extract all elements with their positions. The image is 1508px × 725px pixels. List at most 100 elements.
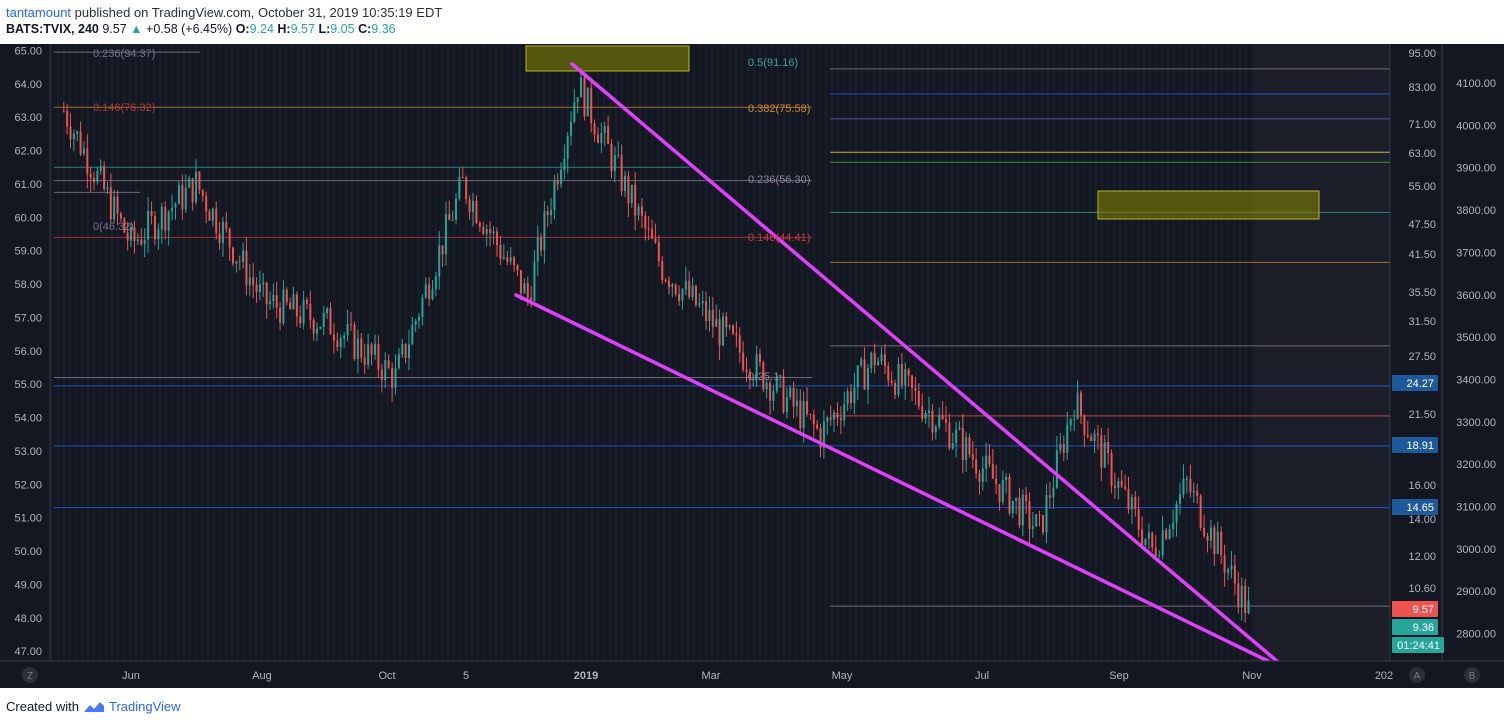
- candle-body: [89, 173, 92, 178]
- candle-body: [1158, 555, 1161, 557]
- far-right-axis-tick-label: 2800.00: [1456, 629, 1496, 641]
- candle-body: [391, 367, 394, 388]
- candle-body: [846, 391, 849, 405]
- price-chart[interactable]: 0.236(94.37) 0.146(76.32) 0(46.32) 0.5(91.1…: [0, 0, 1508, 692]
- candle-body: [779, 375, 782, 377]
- candle-body: [1192, 490, 1195, 493]
- fib-label: 0(25.1: [748, 371, 779, 383]
- candle-body: [96, 170, 99, 183]
- candle-body: [965, 437, 968, 461]
- candle-body: [492, 231, 495, 234]
- candle-body: [829, 417, 832, 420]
- candle-body: [523, 283, 526, 294]
- time-axis-label: 5: [463, 670, 469, 682]
- candle-body: [414, 320, 417, 325]
- far-right-axis-tick-label: 3500.00: [1456, 332, 1496, 344]
- candle-body: [157, 229, 160, 240]
- price-tag-bg: [1392, 499, 1438, 515]
- candle-body: [1035, 514, 1038, 527]
- candle-body: [762, 362, 765, 390]
- tradingview-brand[interactable]: TradingView: [108, 699, 181, 714]
- time-axis-label: 202: [1375, 670, 1393, 682]
- candle-body: [894, 383, 897, 395]
- candle-body: [133, 227, 136, 242]
- candle-body: [772, 391, 775, 401]
- candle-body: [407, 344, 410, 358]
- left-price-axis[interactable]: 65.00 64.00 63.00 62.00 61.00 60.00 59.00 58.00…: [14, 46, 42, 659]
- candle-body: [1247, 600, 1250, 614]
- candle-body: [1069, 418, 1072, 426]
- candle-body: [140, 239, 143, 245]
- candle-body: [981, 468, 984, 482]
- right-axis-tick-label: 12.00: [1408, 551, 1436, 563]
- candle-body: [958, 427, 961, 430]
- candle-body: [634, 184, 637, 216]
- candle-body: [900, 363, 903, 386]
- candle-body: [914, 387, 917, 391]
- time-axis-label: Nov: [1242, 670, 1262, 682]
- time-axis-label: Jun: [122, 670, 140, 682]
- auto-scale-button[interactable]: A: [1409, 667, 1425, 683]
- right-log-price-axis[interactable]: 95.00 83.00 71.00 63.00 55.00 47.50 41.50 35.50…: [1408, 48, 1436, 595]
- left-axis-tick-label: 58.00: [14, 279, 42, 291]
- time-axis-bg: [0, 661, 1504, 688]
- candle-body: [418, 316, 421, 321]
- candle-body: [570, 121, 573, 136]
- candle-body: [795, 400, 798, 407]
- price-tag-label: 01:24:41: [1397, 640, 1440, 652]
- time-axis-label: Jul: [975, 670, 989, 682]
- time-axis[interactable]: Jun Aug Oct 5 2019 Mar May Jul Sep Nov 202: [122, 670, 1393, 682]
- candle-body: [1203, 527, 1206, 536]
- candle-body: [1175, 503, 1178, 523]
- candle-body: [955, 429, 958, 444]
- candle-body: [431, 289, 434, 300]
- far-right-axis-tick-label: 3000.00: [1456, 544, 1496, 556]
- right-axis-tick-label: 47.50: [1408, 219, 1436, 231]
- candle-body: [1015, 497, 1018, 501]
- candle-body: [822, 421, 825, 448]
- candle-body: [1031, 526, 1034, 529]
- candle-body: [870, 352, 873, 369]
- candle-body: [205, 196, 208, 212]
- candle-body: [232, 247, 235, 264]
- candles: [62, 67, 1250, 623]
- candle-body: [664, 280, 667, 282]
- left-axis-tick-label: 59.00: [14, 246, 42, 258]
- change-up-arrow-icon: ▲: [130, 22, 143, 36]
- right-axis-tick-label: 16.00: [1408, 480, 1436, 492]
- scale-button-z[interactable]: Z: [22, 667, 38, 683]
- candle-body: [350, 323, 353, 325]
- candle-body: [613, 155, 616, 171]
- candle-body: [620, 154, 623, 192]
- candle-body: [546, 211, 549, 216]
- symbol-label[interactable]: BATS:TVIX, 240: [6, 22, 99, 36]
- time-axis-label: May: [832, 670, 853, 682]
- candle-body: [242, 250, 245, 263]
- candle-body: [424, 284, 427, 298]
- price-tag-bg: [1392, 601, 1438, 617]
- time-axis-label: Oct: [378, 670, 395, 682]
- time-axis-label: Sep: [1109, 670, 1129, 682]
- candle-body: [472, 200, 475, 213]
- right-axis-tick-label: 63.00: [1408, 148, 1436, 160]
- candle-body: [103, 166, 106, 189]
- candle-body: [968, 437, 971, 455]
- candle-body: [654, 238, 657, 243]
- left-axis-tick-label: 49.00: [14, 579, 42, 591]
- candle-body: [603, 126, 606, 133]
- publisher-link[interactable]: tantamount: [6, 5, 72, 20]
- right-axis-tick-label: 35.50: [1408, 287, 1436, 299]
- fib-level-labels: 0.236(94.37) 0.146(76.32) 0(46.32) 0.5(91.1…: [93, 48, 810, 383]
- candle-body: [560, 170, 563, 185]
- candle-body: [428, 284, 431, 300]
- far-right-price-axis[interactable]: 4100.00 4000.00 3900.00 3800.00 3700.00 3600.…: [1456, 78, 1496, 641]
- candle-body: [1117, 481, 1120, 488]
- scale-button-b[interactable]: B: [1464, 667, 1480, 683]
- candle-body: [1237, 583, 1240, 608]
- candle-body: [705, 301, 708, 321]
- candle-body: [343, 335, 346, 339]
- candle-body: [506, 257, 509, 262]
- low-label: L:: [318, 22, 331, 36]
- right-axis-tick-label: 95.00: [1408, 48, 1436, 60]
- candle-body: [1141, 529, 1144, 545]
